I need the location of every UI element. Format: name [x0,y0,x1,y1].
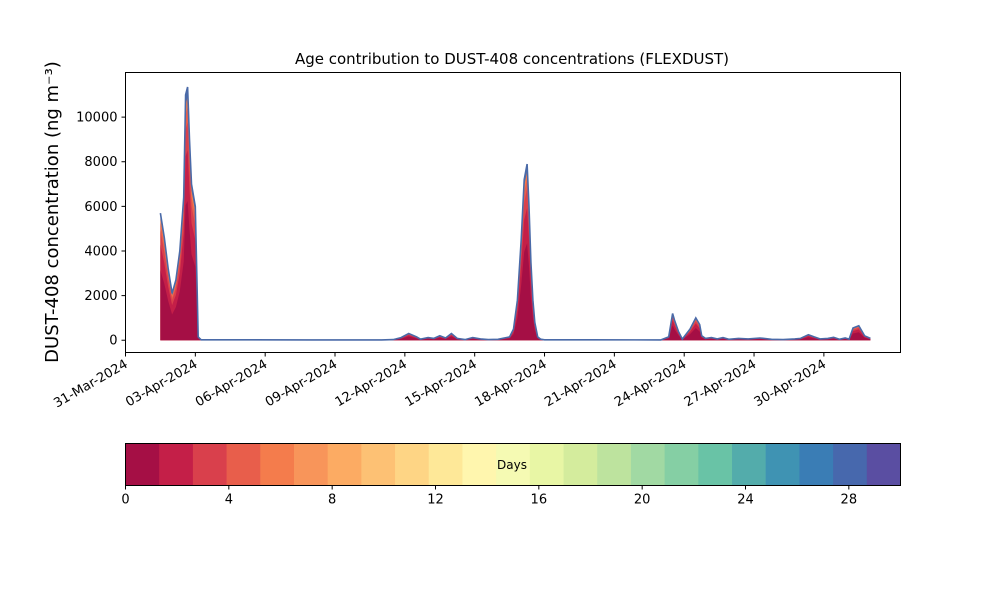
colorbar-swatch [260,443,295,486]
y-tick-label: 6000 [84,200,117,215]
x-tick-label: 18-Apr-2024 [472,357,549,410]
colorbar-label: Days [497,458,527,472]
plot-frame [125,72,901,353]
x-tick-label: 09-Apr-2024 [263,357,340,410]
colorbar-tick-label: 12 [427,493,444,508]
colorbar-swatch [664,443,699,486]
x-tick-label: 27-Apr-2024 [682,357,759,410]
colorbar-swatch [597,443,632,486]
colorbar-swatch [327,443,362,486]
area-layer-age-3-4 [160,107,871,341]
x-tick-label: 30-Apr-2024 [752,357,829,410]
y-tick-label: 8000 [84,155,117,170]
colorbar-tick-label: 20 [634,493,651,508]
y-tick-label: 2000 [84,289,117,304]
total-concentration-line [159,86,871,341]
x-tick-label: 06-Apr-2024 [193,357,270,410]
colorbar-swatch [159,443,194,486]
colorbar-swatch [765,443,800,486]
colorbar-tick-label: 24 [737,493,754,508]
colorbar-swatch [125,443,160,486]
y-axis: 0 2000 4000 6000 8000 10000 [76,111,126,349]
x-axis: 31-Mar-202403-Apr-202406-Apr-202409-Apr-… [51,352,829,411]
colorbar-tick-label: 4 [225,493,233,508]
area-layer-age-2-3 [160,122,871,341]
colorbar-swatch [226,443,261,486]
colorbar-swatch [361,443,396,486]
colorbar-swatch [428,443,463,486]
colorbar-tick-label: 28 [841,493,858,508]
y-tick-label: 0 [109,334,117,349]
colorbar-swatch [563,443,598,486]
colorbar-swatch [833,443,868,486]
area-layer-age-4-5 [160,97,871,341]
x-tick-label: 31-Mar-2024 [51,357,130,411]
chart-title: Age contribution to DUST-408 concentrati… [295,50,729,68]
colorbar-swatch [462,443,497,486]
colorbar-swatch [192,443,227,486]
y-tick-label: 4000 [84,244,117,259]
colorbar-tick-label: 8 [328,493,336,508]
x-tick-label: 15-Apr-2024 [403,357,480,410]
colorbar: 0 4 8 12 16 20 24 28 [121,443,901,508]
colorbar-swatch [395,443,430,486]
y-axis-label: DUST-408 concentration (ng m⁻³) [42,61,63,363]
x-tick-label: 21-Apr-2024 [542,357,619,410]
x-tick-label: 24-Apr-2024 [612,357,689,410]
colorbar-tick-label: 16 [531,493,548,508]
colorbar-swatch [529,443,564,486]
x-tick-label: 12-Apr-2024 [333,357,410,410]
plot-area [159,86,871,341]
colorbar-frame [125,443,901,486]
colorbar-swatch [866,443,901,486]
y-tick-label: 10000 [76,111,117,126]
colorbar-swatch [293,443,329,486]
colorbar-swatch [698,443,733,486]
colorbar-tick-label: 0 [121,493,129,508]
colorbar-swatch [630,443,666,486]
x-tick-label: 03-Apr-2024 [123,357,200,410]
colorbar-swatch [799,443,834,486]
area-layer-age-5-30 [160,87,871,341]
colorbar-swatch [496,443,531,486]
colorbar-swatch [732,443,767,486]
